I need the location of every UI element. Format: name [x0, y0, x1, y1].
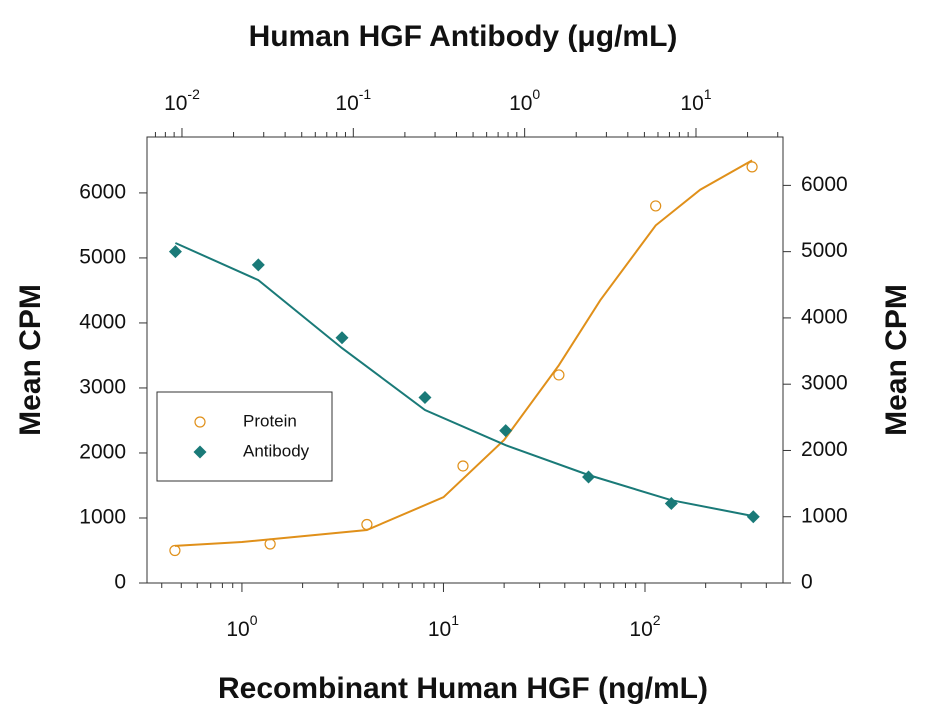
plot-frame — [146, 136, 784, 584]
point — [553, 369, 565, 381]
tick-base: 10 — [428, 618, 451, 641]
y-tick-label: 1000 — [79, 506, 126, 529]
y-tick-label: 3000 — [79, 376, 126, 399]
point — [361, 518, 373, 531]
point — [582, 470, 596, 484]
point — [335, 331, 349, 345]
tick-exponent: -2 — [187, 86, 200, 102]
point — [264, 538, 276, 550]
point — [251, 258, 265, 272]
y-tick-label: 5000 — [801, 239, 848, 262]
point — [457, 460, 469, 472]
point — [418, 390, 432, 404]
x-axis-title: Recombinant Human HGF (ng/mL) — [218, 672, 708, 705]
fit-curve — [174, 242, 754, 518]
tick-exponent: 0 — [250, 612, 258, 628]
x-tick-label: 10-2 — [164, 86, 200, 115]
y-tick-label: 2000 — [79, 441, 126, 464]
x-tick-label: 102 — [629, 612, 660, 641]
tick-base: 10 — [164, 92, 187, 115]
y-tick-label: 6000 — [79, 180, 126, 203]
legend-label: Protein — [243, 411, 297, 430]
point — [168, 245, 182, 259]
legend-marker — [193, 445, 207, 459]
tick-base: 10 — [335, 92, 358, 115]
tick-exponent: 1 — [704, 86, 712, 102]
y2-axis-title: Mean CPM — [880, 284, 913, 436]
tick-exponent: 1 — [451, 612, 459, 628]
x-tick-label: 101 — [680, 86, 711, 115]
point — [746, 161, 758, 173]
y-tick-label: 4000 — [801, 305, 848, 328]
fit-curve — [174, 159, 753, 547]
x-tick-label: 100 — [509, 86, 540, 115]
tick-base: 10 — [226, 618, 249, 641]
x-tick-label: 101 — [428, 612, 459, 641]
tick-base: 10 — [680, 92, 703, 115]
legend-marker — [194, 416, 206, 428]
y-tick-label: 6000 — [801, 173, 848, 196]
point — [650, 200, 662, 212]
tick-base: 10 — [509, 92, 532, 115]
point — [746, 510, 760, 524]
point — [169, 544, 181, 557]
legend-box — [156, 391, 333, 482]
x-tick-label: 100 — [226, 612, 257, 641]
y-tick-label: 4000 — [79, 310, 126, 333]
point — [664, 496, 678, 510]
tick-exponent: -1 — [359, 86, 372, 102]
chart-title: Human HGF Antibody (μg/mL) — [249, 20, 678, 53]
y-tick-label: 3000 — [801, 372, 848, 395]
point — [499, 424, 513, 438]
y-axis-title: Mean CPM — [14, 284, 47, 436]
x-tick-label: 10-1 — [335, 86, 371, 115]
tick-exponent: 0 — [532, 86, 540, 102]
y-tick-label: 0 — [114, 571, 126, 594]
y-tick-label: 0 — [801, 571, 813, 594]
tick-exponent: 2 — [653, 612, 661, 628]
y-tick-label: 1000 — [801, 504, 848, 527]
legend-label: Antibody — [243, 441, 310, 460]
y-tick-label: 2000 — [801, 438, 848, 461]
tick-base: 10 — [629, 618, 652, 641]
y-tick-label: 5000 — [79, 245, 126, 268]
